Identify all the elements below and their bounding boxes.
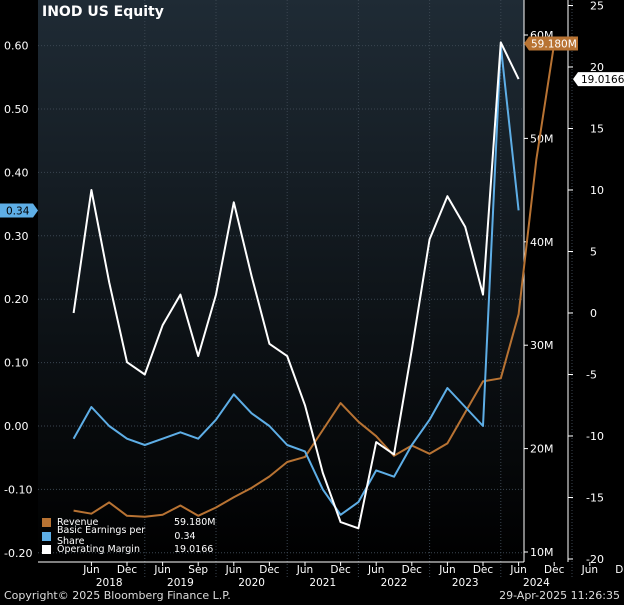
revenue-axis-tick-label: 10M (530, 546, 554, 559)
legend-value-eps: 0.34 (174, 530, 196, 542)
legend-label-revenue: Revenue (57, 517, 99, 529)
eps-axis-tick-label: 0.30 (4, 230, 29, 243)
margin-axis-tick-label: -15 (586, 492, 604, 505)
margin-axis-tick-label: -5 (586, 369, 597, 382)
legend-label-eps: Basic Earnings per Share (57, 525, 146, 548)
eps-axis-tick-label: 0.20 (4, 293, 29, 306)
legend-swatch-eps (42, 531, 51, 541)
eps-axis-tick-label: 0.00 (4, 420, 29, 433)
legend-item-eps: Basic Earnings per Share 0.34 (42, 525, 214, 547)
series-line-operating-margin (72, 41, 520, 530)
revenue-axis-tick-label: 40M (530, 236, 554, 249)
x-axis-year-label: 2021 (309, 577, 336, 589)
x-axis-tick-label: Dec (402, 564, 423, 576)
margin-last-value-tag (573, 72, 624, 87)
timestamp-text: 29-Apr-2025 11:26:35 (499, 589, 620, 602)
margin-axis-tick-label: 0 (590, 307, 597, 320)
x-axis-year-label: 2018 (96, 577, 123, 589)
series-line-basic-earnings-per-share (72, 44, 520, 516)
x-axis-tick-label: Dec (330, 564, 351, 576)
margin-axis-tick-label: 5 (590, 246, 597, 259)
x-axis-tick-label: Dec (615, 564, 624, 576)
legend-value-revenue: 59.180M (174, 517, 216, 529)
eps-last-value-label: 0.34 (6, 205, 30, 217)
revenue-last-value-label: 59.180M (531, 38, 577, 50)
margin-last-value-label: 19.0166 (581, 74, 624, 86)
eps-axis-tick-label: 0.40 (4, 166, 29, 179)
revenue-last-value-tag (524, 36, 578, 51)
x-axis-tick-label: Jun (438, 564, 455, 576)
revenue-axis-tick-label: 30M (530, 339, 554, 352)
legend-swatch-revenue (42, 518, 51, 528)
eps-axis-tick-label: -0.20 (4, 547, 32, 560)
x-axis-year-label: 2019 (167, 577, 194, 589)
legend-item-margin: Operating Margin 19.0166 (42, 543, 214, 557)
x-axis-tick-label: Dec (544, 564, 565, 576)
x-axis-year-label: 2023 (452, 577, 479, 589)
x-axis-year-label: 2020 (238, 577, 265, 589)
revenue-axis-tick-label: 20M (530, 443, 554, 456)
eps-axis-tick-label: 0.50 (4, 103, 29, 116)
x-axis-tick-label: Dec (259, 564, 280, 576)
x-axis-tick-label: Jun (581, 564, 598, 576)
legend-item-revenue: Revenue 59.180M (42, 516, 216, 530)
margin-axis-tick-label: 20 (590, 61, 604, 74)
x-axis-tick-label: Jun (367, 564, 384, 576)
copyright-text: Copyright© 2025 Bloomberg Finance L.P. (4, 589, 231, 602)
eps-last-value-tag (0, 203, 38, 218)
margin-axis-tick-label: 15 (590, 123, 604, 136)
x-axis-tick-label: Jun (153, 564, 170, 576)
x-axis-tick-label: Jun (225, 564, 242, 576)
legend: Revenue 59.180M Basic Earnings per Share… (42, 516, 216, 557)
plot-background (38, 0, 524, 562)
x-axis-tick-label: Dec (117, 564, 138, 576)
x-axis-tick-label: Jun (82, 564, 99, 576)
revenue-axis-tick-label: 50M (530, 132, 554, 145)
eps-axis-tick-label: -0.10 (4, 483, 32, 496)
x-axis-tick-label: Jun (509, 564, 526, 576)
margin-axis-tick-label: 25 (590, 0, 604, 13)
legend-label-margin: Operating Margin (57, 544, 140, 556)
margin-axis-tick-label: -20 (586, 553, 604, 566)
legend-value-margin: 19.0166 (174, 544, 214, 556)
chart-title: INOD US Equity (42, 4, 164, 20)
eps-axis-tick-label: 0.60 (4, 40, 29, 53)
x-axis-year-label: 2024 (523, 577, 550, 589)
series-line-revenue (73, 43, 556, 518)
x-axis-tick-label: Sep (188, 564, 208, 576)
legend-swatch-margin (42, 545, 51, 555)
margin-axis-tick-label: -10 (586, 430, 604, 443)
eps-axis-tick-label: 0.10 (4, 357, 29, 370)
x-axis-year-label: 2022 (381, 577, 408, 589)
margin-axis-tick-label: 10 (590, 184, 604, 197)
x-axis-tick-label: Dec (473, 564, 494, 576)
x-axis-tick-label: Jun (296, 564, 313, 576)
